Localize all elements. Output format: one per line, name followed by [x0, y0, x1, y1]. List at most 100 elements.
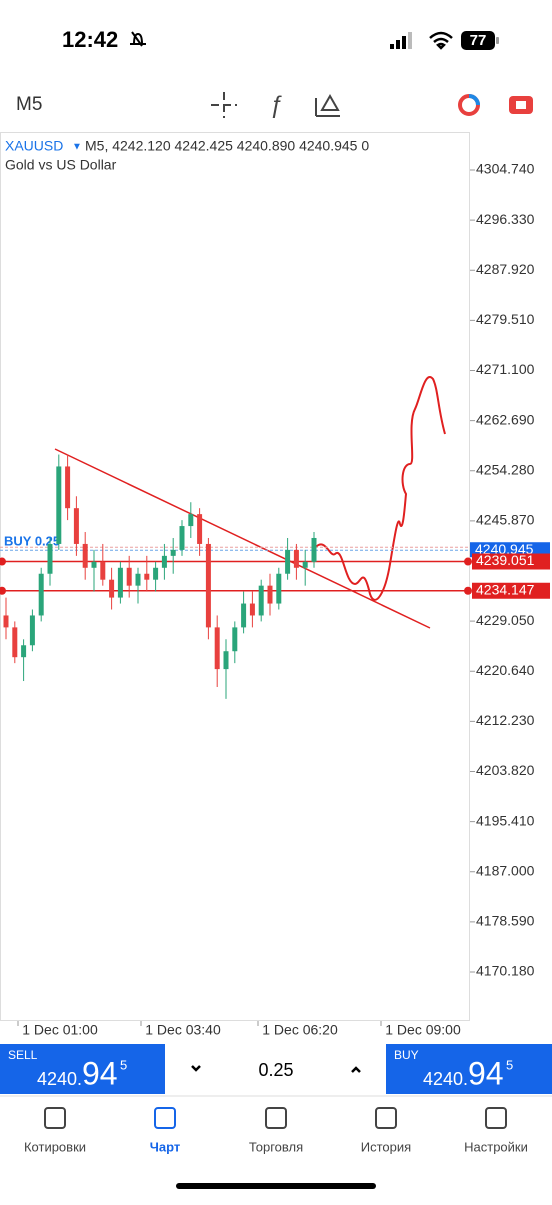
indicator-icon[interactable]: ƒ [269, 91, 282, 118]
price-tick-label: 4262.690 [476, 411, 535, 427]
level-handle [464, 557, 472, 566]
battery [461, 31, 495, 50]
sell-price: 4240. [37, 1069, 82, 1089]
candle-body [267, 585, 273, 604]
candle-body [311, 537, 317, 562]
candle-body [241, 603, 247, 628]
time-label: 1 Dec 09:00 [385, 1022, 461, 1038]
candle-body [161, 555, 167, 568]
candle-body [73, 508, 79, 544]
candle-body [82, 543, 88, 568]
tab-label[interactable]: Котировки [24, 1139, 86, 1154]
price-tick-label: 4170.180 [476, 963, 535, 979]
candle-body [170, 549, 176, 556]
price-tick-label: 4304.740 [476, 161, 535, 177]
trend-line [54, 448, 431, 629]
bid-tag [470, 542, 550, 558]
hand-drawn-forecast [314, 376, 446, 601]
candle-body [135, 573, 141, 586]
tab-icon [44, 1107, 66, 1129]
price-tick-label: 4187.000 [476, 862, 535, 878]
tab-icon [265, 1107, 287, 1129]
price-tick-label: 4203.820 [476, 762, 535, 778]
level-handle [0, 557, 6, 566]
sell-button[interactable] [0, 1044, 165, 1094]
crosshair-icon[interactable] [211, 92, 237, 118]
symbol-info: M5, 4242.120 4242.425 4240.890 4240.945 … [85, 138, 369, 154]
level-handle [0, 586, 6, 595]
candle-body [214, 627, 220, 670]
candle-body [3, 615, 9, 628]
price-tick-label: 4212.230 [476, 712, 535, 728]
wifi [429, 31, 453, 50]
candle-body [179, 526, 185, 550]
mute-icon [130, 31, 146, 47]
candle-body [249, 603, 255, 616]
tab-icon [485, 1107, 507, 1129]
candle-body [276, 573, 282, 604]
timeframe[interactable]: M5 [16, 94, 42, 115]
clock: 12:42 [62, 27, 118, 52]
sell-price-big: 94 [82, 1055, 118, 1091]
symbol[interactable]: XAUUSD [5, 138, 63, 154]
candle-body [91, 561, 97, 568]
volume-up[interactable] [351, 1066, 361, 1073]
tab-label[interactable]: Настройки [464, 1139, 528, 1154]
volume[interactable]: 0.25 [258, 1060, 293, 1080]
price-tick-label: 4279.510 [476, 311, 535, 327]
candle-body [38, 573, 44, 616]
price-tick-label: 4178.590 [476, 913, 535, 929]
tab-label[interactable]: Торговля [249, 1139, 303, 1154]
candle-body [205, 543, 211, 628]
candle-body [144, 573, 150, 580]
home-indicator [176, 1183, 376, 1189]
time-label: 1 Dec 01:00 [22, 1022, 98, 1038]
level-tag-label: 4234.147 [476, 581, 535, 597]
candle-body [117, 567, 123, 598]
candle-body [29, 615, 35, 646]
chart-area [0, 132, 470, 1021]
battery-level: 77 [470, 32, 487, 49]
candle-body [65, 466, 71, 509]
price-tick-label: 4271.100 [476, 361, 535, 377]
candle-body [258, 585, 264, 616]
buy-price-sup: 5 [506, 1057, 513, 1072]
volume-down[interactable] [191, 1065, 201, 1072]
price-tick-label: 4296.330 [476, 211, 535, 227]
tab-icon [154, 1107, 176, 1129]
tab-label[interactable]: История [361, 1139, 411, 1154]
level-tag-label: 4239.051 [476, 552, 535, 568]
symbol-description: Gold vs US Dollar [5, 157, 117, 173]
buy-price: 4240. [423, 1069, 468, 1089]
buy-button[interactable] [386, 1044, 552, 1094]
symbol-arrow: ▼ [72, 142, 82, 153]
level-tag [472, 582, 550, 599]
buy-label: BUY [394, 1048, 419, 1062]
candle-body [153, 567, 159, 580]
chart-layer: 4304.740 4296.330 4287.920 4279.510 4271.100… [0, 161, 550, 1038]
price-tick-label: 4254.280 [476, 461, 535, 477]
candle-body [188, 514, 194, 527]
candle-body [285, 549, 291, 574]
time-label: 1 Dec 06:20 [262, 1022, 338, 1038]
candle-body [223, 651, 229, 670]
price-tick-label: 4245.870 [476, 512, 535, 528]
sync-icon-part [468, 94, 480, 106]
tab-label[interactable]: Чарт [150, 1139, 181, 1154]
signal [390, 32, 412, 49]
price-tick-label: 4229.050 [476, 612, 535, 628]
level-handle [464, 586, 472, 595]
time-label: 1 Dec 03:40 [145, 1022, 221, 1038]
candle-body [197, 514, 203, 544]
sell-price-sup: 5 [120, 1057, 127, 1072]
objects-icon[interactable] [315, 93, 340, 117]
candle-body [100, 561, 106, 580]
candle-body [47, 543, 53, 574]
sell-label: SELL [8, 1048, 38, 1062]
bid-tag-label: 4240.945 [475, 541, 534, 557]
tab-bar: Котировки Чарт Торговля История Настройки [24, 1107, 528, 1154]
candle-body [293, 549, 299, 568]
level-tag [472, 553, 550, 570]
candle-body [126, 567, 132, 586]
